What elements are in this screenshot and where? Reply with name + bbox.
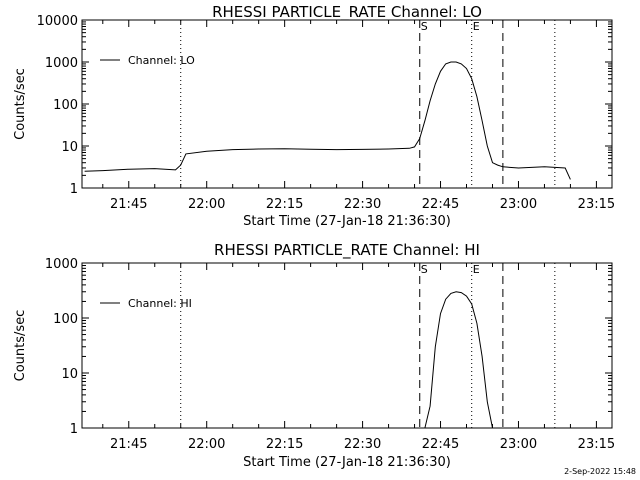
- marker-label: S: [421, 263, 428, 276]
- marker-label: E: [473, 263, 480, 276]
- y-tick-label: 10000: [37, 14, 78, 29]
- y-tick-label: 100: [53, 98, 78, 113]
- x-axis-label: Start Time (27-Jan-18 21:36:30): [243, 455, 451, 470]
- legend-label: Channel: HI: [128, 297, 192, 310]
- y-axis-label: Counts/sec: [13, 310, 28, 382]
- chart-title: RHESSI PARTICLE_RATE Channel: LO: [212, 3, 482, 22]
- plot-frame: [81, 19, 613, 189]
- y-tick-label: 10: [61, 140, 78, 155]
- x-axis-label: Start Time (27-Jan-18 21:36:30): [243, 214, 451, 229]
- x-tick-label: 22:30: [344, 437, 381, 452]
- y-tick-label: 100: [53, 312, 78, 327]
- footer-timestamp: 2-Sep-2022 15:48: [564, 467, 636, 476]
- legend-label: Channel: LO: [128, 54, 195, 67]
- x-tick-label: 21:45: [110, 437, 147, 452]
- x-tick-label: 22:15: [266, 197, 303, 212]
- marker-label: E: [473, 20, 480, 33]
- plot-frame: [81, 262, 613, 429]
- marker-label: S: [421, 20, 428, 33]
- x-tick-label: 22:30: [344, 197, 381, 212]
- series-line: [84, 61, 571, 180]
- y-axis-label: Counts/sec: [13, 68, 28, 140]
- y-tick-label: 1: [70, 182, 78, 197]
- panel-hi: RHESSI PARTICLE_RATE Channel: HI Start Ti…: [13, 241, 615, 470]
- panel-lo: RHESSI PARTICLE_RATE Channel: LO Start Ti…: [13, 3, 615, 229]
- y-tick-label: 1: [70, 422, 78, 437]
- x-tick-label: 23:15: [578, 437, 615, 452]
- y-tick-label: 10: [61, 367, 78, 382]
- x-tick-label: 22:00: [188, 197, 225, 212]
- y-tick-label: 1000: [45, 257, 78, 272]
- x-tick-label: 23:00: [500, 197, 537, 212]
- y-tick-label: 1000: [45, 56, 78, 71]
- x-tick-label: 22:00: [188, 437, 225, 452]
- x-tick-label: 21:45: [110, 197, 147, 212]
- x-tick-label: 22:45: [422, 437, 459, 452]
- x-tick-label: 23:00: [500, 437, 537, 452]
- x-tick-label: 23:15: [578, 197, 615, 212]
- x-tick-label: 22:45: [422, 197, 459, 212]
- x-tick-label: 22:15: [266, 437, 303, 452]
- series-line: [424, 291, 493, 429]
- chart-title: RHESSI PARTICLE_RATE Channel: HI: [214, 241, 480, 260]
